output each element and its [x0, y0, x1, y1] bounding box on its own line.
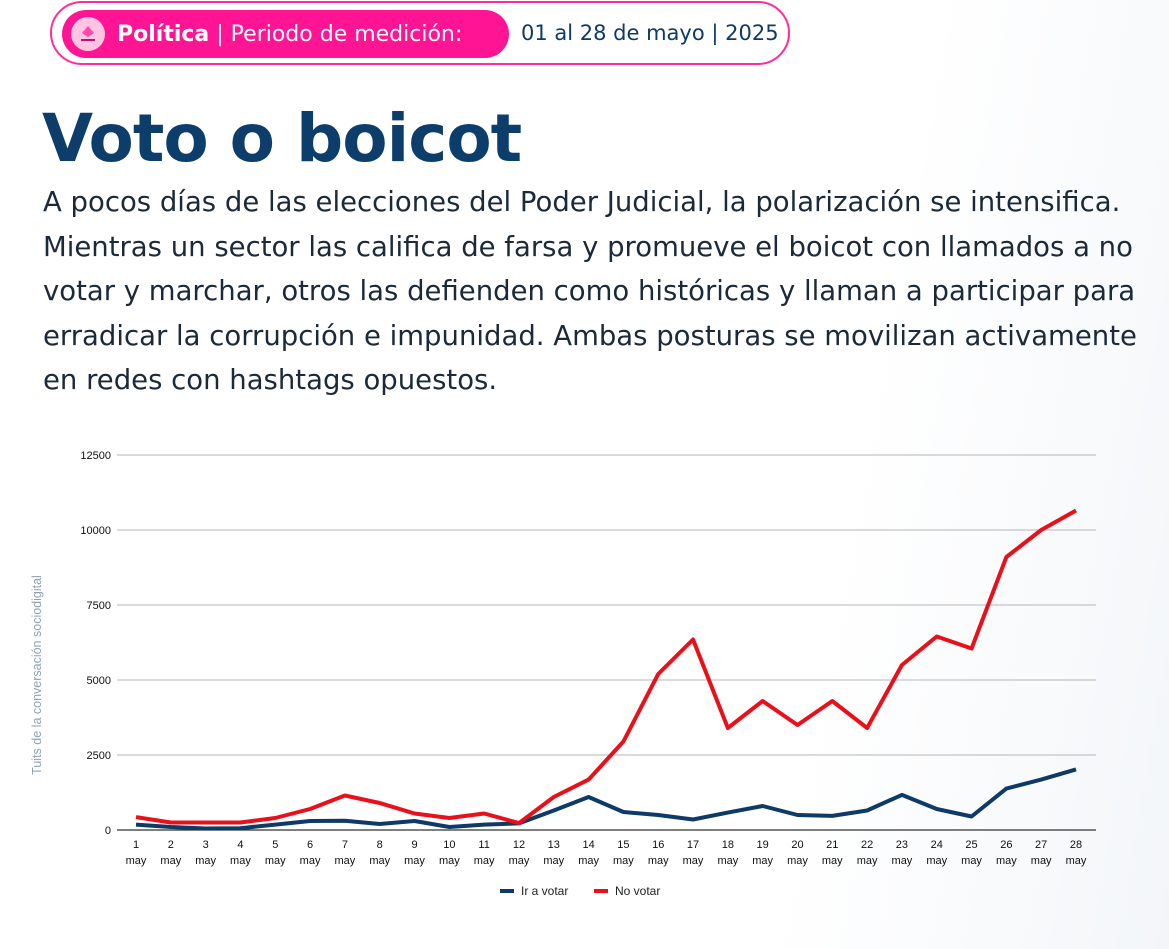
x-tick-month: may — [265, 855, 286, 867]
x-tick-month: may — [1031, 855, 1052, 867]
x-tick-month: may — [578, 855, 599, 867]
x-tick-month: may — [126, 855, 147, 867]
x-tick-month: may — [926, 855, 947, 867]
x-tick-month: may — [996, 855, 1017, 867]
x-tick-month: may — [439, 855, 460, 867]
x-tick-month: may — [230, 855, 251, 867]
x-tick-label: 17 — [687, 839, 699, 851]
x-tick-label: 15 — [617, 839, 629, 851]
x-tick-label: 2 — [168, 839, 174, 851]
x-tick-label: 8 — [377, 839, 383, 851]
x-tick-month: may — [334, 855, 355, 867]
y-tick-label: 0 — [105, 825, 111, 837]
description: A pocos días de las elecciones del Poder… — [43, 186, 1137, 396]
x-tick-label: 24 — [931, 839, 943, 851]
x-tick-month: may — [857, 855, 878, 867]
x-tick-month: may — [1066, 855, 1087, 867]
x-tick-month: may — [474, 855, 495, 867]
x-tick-label: 21 — [826, 839, 838, 851]
series-line-no-votar — [135, 508, 1077, 826]
period-value: 01 al 28 de mayo | 2025 — [521, 21, 779, 45]
category-badge: Política | Periodo de medición: — [62, 10, 509, 58]
x-tick-label: 14 — [582, 839, 594, 851]
y-tick-label: 7500 — [87, 600, 111, 612]
y-tick-label: 10000 — [80, 525, 111, 537]
x-tick-month: may — [683, 855, 704, 867]
x-tick-label: 1 — [133, 839, 139, 851]
y-tick-label: 2500 — [87, 750, 111, 762]
x-tick-month: may — [613, 855, 634, 867]
x-tick-month: may — [892, 855, 913, 867]
x-tick-label: 19 — [757, 839, 769, 851]
x-tick-label: 25 — [965, 839, 977, 851]
series-line-ir-a-votar — [135, 767, 1077, 831]
x-tick-label: 20 — [791, 839, 803, 851]
x-tick-month: may — [300, 855, 321, 867]
x-tick-label: 11 — [478, 839, 489, 851]
x-tick-label: 12 — [513, 839, 525, 851]
x-tick-label: 28 — [1070, 839, 1082, 851]
x-tick-label: 6 — [307, 839, 313, 851]
y-tick-label: 12500 — [80, 450, 111, 462]
header-pill — [50, 1, 790, 65]
period-label: Periodo de medición: — [230, 21, 463, 47]
y-axis-label: Tuits de la conversación sociodigital — [30, 575, 44, 775]
x-tick-label: 5 — [272, 839, 278, 851]
x-tick-month: may — [648, 855, 669, 867]
x-tick-label: 26 — [1000, 839, 1012, 851]
x-tick-label: 10 — [443, 839, 455, 851]
x-tick-month: may — [822, 855, 843, 867]
x-tick-month: may — [195, 855, 216, 867]
x-tick-month: may — [961, 855, 982, 867]
x-tick-label: 27 — [1035, 839, 1047, 851]
x-tick-label: 18 — [722, 839, 734, 851]
x-tick-month: may — [369, 855, 390, 867]
legend-label: No votar — [615, 884, 660, 898]
x-tick-label: 22 — [861, 839, 873, 851]
page-title: Voto o boicot — [42, 100, 522, 177]
x-tick-label: 4 — [237, 839, 243, 851]
x-tick-month: may — [404, 855, 425, 867]
x-tick-label: 13 — [548, 839, 560, 851]
x-tick-label: 3 — [203, 839, 209, 851]
x-tick-label: 16 — [652, 839, 664, 851]
x-tick-month: may — [543, 855, 564, 867]
legend-label: Ir a votar — [521, 884, 568, 898]
x-tick-month: may — [160, 855, 181, 867]
ballot-box-icon — [71, 17, 105, 51]
x-tick-month: may — [717, 855, 738, 867]
x-tick-month: may — [752, 855, 773, 867]
separator: | — [209, 21, 231, 47]
y-tick-label: 5000 — [87, 675, 111, 687]
x-tick-label: 9 — [411, 839, 417, 851]
category-label: Política — [117, 21, 210, 47]
x-tick-label: 23 — [896, 839, 908, 851]
x-tick-label: 7 — [342, 839, 348, 851]
x-tick-month: may — [509, 855, 530, 867]
x-tick-month: may — [787, 855, 808, 867]
